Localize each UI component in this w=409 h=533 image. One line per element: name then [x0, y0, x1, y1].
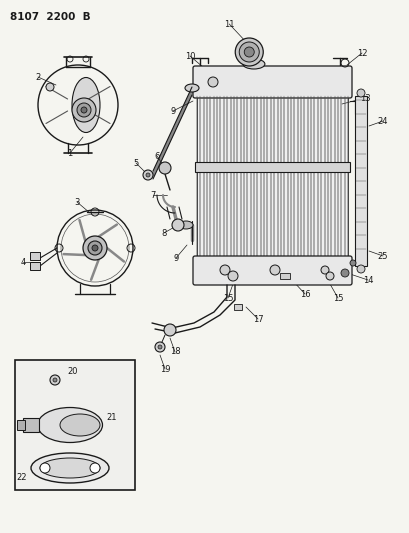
Circle shape	[270, 265, 279, 275]
Text: 9: 9	[173, 254, 178, 262]
Text: 8: 8	[161, 229, 166, 238]
Bar	[195, 162, 349, 172]
Ellipse shape	[179, 221, 193, 229]
Text: 20: 20	[67, 367, 78, 376]
Circle shape	[81, 107, 87, 113]
Text: 14: 14	[362, 276, 372, 285]
Text: 3: 3	[74, 198, 79, 206]
Ellipse shape	[242, 59, 264, 69]
Ellipse shape	[72, 77, 100, 133]
Text: 13: 13	[359, 93, 369, 102]
Circle shape	[157, 345, 162, 349]
Circle shape	[320, 266, 328, 274]
Text: 1: 1	[67, 149, 72, 157]
Circle shape	[239, 42, 258, 62]
Text: 10: 10	[184, 52, 195, 61]
Text: 25: 25	[377, 252, 387, 261]
Bar	[30, 252, 40, 260]
Circle shape	[356, 265, 364, 273]
Text: 18: 18	[169, 348, 180, 357]
Circle shape	[53, 378, 57, 382]
FancyBboxPatch shape	[193, 256, 351, 285]
Bar	[17, 420, 25, 430]
Text: 22: 22	[17, 473, 27, 482]
Circle shape	[356, 89, 364, 97]
Ellipse shape	[184, 84, 198, 92]
Text: 11: 11	[223, 20, 234, 28]
Circle shape	[77, 103, 91, 117]
Circle shape	[155, 342, 164, 352]
Ellipse shape	[37, 408, 102, 442]
Bar	[354, 96, 366, 266]
Circle shape	[146, 173, 150, 177]
Circle shape	[227, 271, 237, 281]
Circle shape	[164, 324, 175, 336]
Text: 15: 15	[222, 294, 233, 303]
Circle shape	[83, 236, 107, 260]
Bar	[23, 418, 39, 432]
Ellipse shape	[60, 414, 100, 436]
Bar	[196, 96, 347, 258]
Text: 5: 5	[133, 158, 138, 167]
Ellipse shape	[40, 458, 100, 478]
Ellipse shape	[31, 453, 109, 483]
Text: 16: 16	[299, 289, 310, 298]
Circle shape	[90, 463, 100, 473]
Circle shape	[50, 375, 60, 385]
Text: 24: 24	[377, 117, 387, 125]
Text: 4: 4	[20, 257, 25, 266]
Circle shape	[40, 463, 50, 473]
Bar	[30, 262, 40, 270]
Text: 21: 21	[106, 413, 117, 422]
Circle shape	[172, 219, 184, 231]
Circle shape	[244, 47, 254, 57]
Circle shape	[159, 162, 171, 174]
Text: 15: 15	[332, 294, 342, 303]
Text: 19: 19	[160, 365, 170, 374]
Circle shape	[46, 83, 54, 91]
Text: 23: 23	[31, 463, 42, 472]
Text: 9: 9	[170, 107, 175, 116]
Text: 2: 2	[35, 72, 40, 82]
Text: 17: 17	[252, 314, 263, 324]
Circle shape	[325, 272, 333, 280]
Circle shape	[207, 77, 218, 87]
Circle shape	[92, 245, 98, 251]
FancyBboxPatch shape	[193, 66, 351, 98]
Circle shape	[340, 269, 348, 277]
Text: 6: 6	[154, 151, 159, 160]
Circle shape	[349, 260, 355, 266]
Text: 12: 12	[356, 49, 366, 58]
Circle shape	[235, 38, 263, 66]
Bar	[234, 304, 241, 310]
Text: 8107  2200  B: 8107 2200 B	[10, 12, 90, 22]
Text: 7: 7	[150, 190, 155, 199]
Bar	[15, 360, 135, 490]
Bar	[279, 273, 289, 279]
Circle shape	[220, 265, 229, 275]
Circle shape	[88, 241, 102, 255]
Circle shape	[143, 170, 153, 180]
Circle shape	[72, 98, 96, 122]
